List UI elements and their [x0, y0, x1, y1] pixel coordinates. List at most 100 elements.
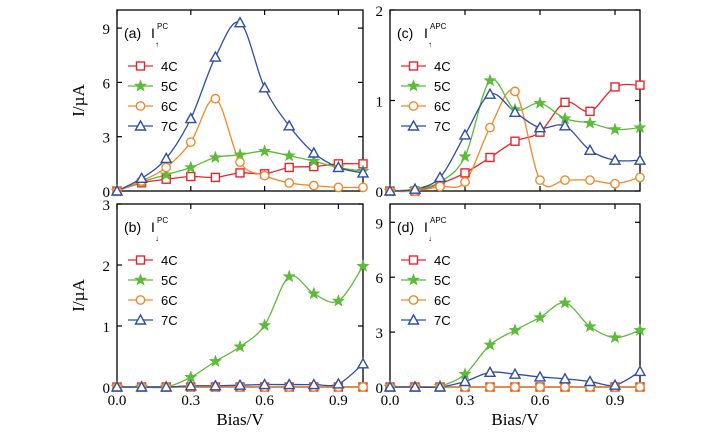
data-point-6c: [485, 382, 495, 392]
data-point-5c: [282, 148, 296, 162]
legend-marker-5c: [133, 273, 148, 286]
data-point-7c: [332, 161, 345, 173]
x-axis-title: Bias/V: [216, 410, 264, 429]
data-point-5c: [307, 154, 321, 167]
chart-panel-a: 0 3 6 9 I/µA (a) I PC ↑ 4C 5C 6C 7C: [69, 9, 370, 201]
data-point-5c: [331, 294, 345, 307]
data-point-7c: [608, 153, 622, 165]
legend-label-7c: 7C: [161, 119, 178, 134]
chart-panel-d: 0 3 6 9 0.0 0.3 0.6 0.9 Bias/V (d) I APC ↓ 4C 5C 6C 7C: [376, 203, 647, 429]
data-point-6c: [235, 157, 245, 167]
legend-marker-6c: [135, 295, 146, 305]
data-point-7c: [508, 367, 522, 379]
data-point-7c: [332, 377, 345, 389]
data-point-6c: [210, 93, 221, 104]
data-point-5c: [558, 295, 572, 309]
quantity-symbol: I: [424, 219, 428, 235]
legend-label-6c: 6C: [434, 99, 451, 114]
legend-label-7c: 7C: [161, 313, 178, 328]
panel-label: (d): [397, 219, 414, 235]
y-tick-label: 1: [376, 95, 384, 111]
data-point-7c: [483, 365, 497, 378]
data-point-6c: [161, 162, 172, 173]
x-axis-title: Bias/V: [491, 410, 539, 429]
data-point-6c: [585, 175, 595, 186]
data-point-4c: [460, 168, 470, 178]
data-point-6c: [635, 172, 645, 183]
y-tick-label: 6: [376, 271, 384, 287]
data-point-5c: [483, 73, 497, 87]
data-point-7c: [135, 380, 148, 392]
x-tick-label: 0.3: [181, 393, 200, 409]
legend-label-4c: 4C: [434, 253, 451, 268]
data-point-6c: [560, 382, 570, 392]
series-line-5c: [116, 265, 364, 389]
data-point-4c: [235, 168, 245, 178]
data-point-5c: [258, 318, 272, 331]
data-point-6c: [185, 137, 196, 148]
panel-label: (b): [124, 219, 141, 235]
legend-marker-4c: [135, 61, 146, 71]
chart-panel-b: 0 1 2 3 0.0 0.3 0.6 0.9 I/µA Bias/V (b) I PC ↓ 4C 5C 6C 7…: [69, 198, 370, 429]
legend-label-7c: 7C: [434, 313, 451, 328]
data-point-7c: [209, 379, 222, 391]
y-axis-title: I/µA: [69, 84, 88, 117]
data-point-7c: [258, 378, 271, 390]
data-point-7c: [135, 171, 148, 184]
legend-marker-4c: [135, 255, 146, 265]
y-tick-label: 3: [376, 326, 384, 342]
data-point-6c: [510, 382, 520, 392]
data-point-7c: [160, 380, 173, 392]
data-point-4c: [635, 80, 645, 90]
data-point-4c: [585, 106, 595, 117]
x-tick-label: 0.9: [606, 393, 625, 409]
data-point-5c: [307, 286, 321, 300]
legend-marker-6c: [408, 101, 419, 111]
y-tick-label: 9: [103, 22, 111, 38]
data-point-6c: [358, 182, 368, 193]
legend-label-5c: 5C: [161, 273, 178, 288]
x-tick-label: 0.3: [456, 393, 475, 409]
x-tick-label: 0.0: [381, 393, 400, 409]
quantity-arrow: ↑: [428, 40, 432, 49]
data-point-7c: [356, 357, 370, 369]
panel-label: (a): [124, 25, 141, 41]
data-point-6c: [560, 175, 570, 186]
data-point-7c: [184, 379, 197, 391]
data-point-4c: [560, 97, 570, 108]
legend-marker-5c: [406, 273, 421, 286]
y-axis-title: I/µA: [69, 279, 88, 312]
legend-label-6c: 6C: [161, 293, 178, 308]
legend-marker-6c: [408, 295, 419, 305]
data-point-6c: [308, 180, 319, 191]
quantity-superscript: PC: [157, 216, 168, 225]
data-point-5c: [282, 269, 296, 283]
data-point-7c: [283, 378, 296, 390]
data-point-6c: [610, 178, 620, 189]
legend-label-5c: 5C: [434, 273, 451, 288]
legend-label-7c: 7C: [434, 119, 451, 134]
data-point-7c: [633, 365, 647, 377]
data-point-5c: [458, 149, 472, 163]
legend-marker-7c: [407, 119, 420, 131]
data-point-6c: [259, 170, 270, 181]
data-point-7c: [558, 372, 572, 384]
y-tick-label: 2: [103, 259, 111, 275]
data-point-7c: [233, 378, 247, 390]
quantity-symbol: I: [151, 25, 155, 41]
y-tick-label: 0: [103, 381, 111, 397]
data-point-7c: [458, 375, 472, 387]
data-point-5c: [583, 116, 597, 129]
y-tick-label: 1: [103, 320, 111, 336]
data-point-7c: [483, 87, 497, 99]
data-point-7c: [160, 151, 173, 164]
legend-marker-4c: [408, 255, 419, 265]
legend-marker-6c: [135, 101, 146, 111]
data-point-7c: [356, 166, 370, 178]
data-point-4c: [210, 172, 221, 183]
y-tick-label: 0: [376, 381, 384, 397]
data-point-7c: [433, 380, 447, 392]
data-point-6c: [535, 382, 545, 392]
data-point-5c: [233, 339, 247, 353]
data-point-7c: [233, 16, 247, 28]
